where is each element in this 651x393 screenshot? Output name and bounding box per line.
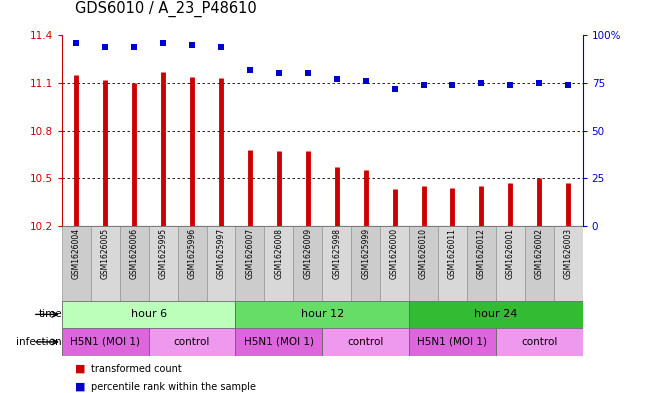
Bar bbox=[438, 226, 467, 301]
Point bbox=[303, 70, 313, 77]
Bar bbox=[90, 226, 120, 301]
Text: control: control bbox=[348, 337, 384, 347]
Bar bbox=[148, 226, 178, 301]
Point bbox=[71, 40, 81, 46]
Text: GDS6010 / A_23_P48610: GDS6010 / A_23_P48610 bbox=[75, 1, 256, 17]
Point bbox=[215, 44, 226, 50]
Bar bbox=[467, 226, 496, 301]
Text: hour 24: hour 24 bbox=[474, 309, 518, 320]
Bar bbox=[554, 226, 583, 301]
Text: GSM1626001: GSM1626001 bbox=[506, 228, 515, 279]
Bar bbox=[62, 328, 148, 356]
Point bbox=[187, 42, 197, 48]
Bar bbox=[206, 226, 236, 301]
Point bbox=[158, 40, 169, 46]
Text: GSM1626010: GSM1626010 bbox=[419, 228, 428, 279]
Point bbox=[534, 80, 544, 86]
Bar bbox=[496, 226, 525, 301]
Point bbox=[476, 80, 486, 86]
Text: control: control bbox=[521, 337, 557, 347]
Text: ■: ■ bbox=[75, 381, 85, 391]
Text: transformed count: transformed count bbox=[91, 364, 182, 374]
Text: GSM1625997: GSM1625997 bbox=[217, 228, 225, 279]
Point bbox=[447, 82, 458, 88]
Text: GSM1626006: GSM1626006 bbox=[130, 228, 139, 279]
Point bbox=[505, 82, 516, 88]
Text: GSM1626003: GSM1626003 bbox=[564, 228, 573, 279]
Text: GSM1626002: GSM1626002 bbox=[534, 228, 544, 279]
Point bbox=[389, 86, 400, 92]
Bar bbox=[294, 226, 322, 301]
Text: GSM1626007: GSM1626007 bbox=[245, 228, 255, 279]
Bar bbox=[322, 226, 351, 301]
Text: infection: infection bbox=[16, 337, 62, 347]
Bar bbox=[236, 226, 264, 301]
Text: GSM1626009: GSM1626009 bbox=[303, 228, 312, 279]
Text: GSM1625998: GSM1625998 bbox=[332, 228, 341, 279]
Text: ■: ■ bbox=[75, 364, 85, 373]
Point bbox=[100, 44, 111, 50]
Bar bbox=[525, 226, 554, 301]
Bar bbox=[351, 226, 380, 301]
Point bbox=[361, 78, 371, 84]
Text: percentile rank within the sample: percentile rank within the sample bbox=[91, 382, 256, 392]
Text: control: control bbox=[174, 337, 210, 347]
Text: time: time bbox=[38, 309, 62, 320]
Text: GSM1625999: GSM1625999 bbox=[361, 228, 370, 279]
Point bbox=[273, 70, 284, 77]
Point bbox=[331, 76, 342, 83]
Bar bbox=[62, 226, 90, 301]
Bar bbox=[178, 226, 206, 301]
Bar bbox=[148, 328, 236, 356]
Bar bbox=[236, 301, 409, 328]
Bar bbox=[409, 226, 438, 301]
Text: GSM1626000: GSM1626000 bbox=[390, 228, 399, 279]
Bar bbox=[236, 328, 322, 356]
Text: H5N1 (MOI 1): H5N1 (MOI 1) bbox=[417, 337, 488, 347]
Text: GSM1626008: GSM1626008 bbox=[274, 228, 283, 279]
Point bbox=[245, 66, 255, 73]
Text: hour 12: hour 12 bbox=[301, 309, 344, 320]
Bar bbox=[62, 301, 236, 328]
Bar bbox=[409, 328, 496, 356]
Bar bbox=[264, 226, 294, 301]
Text: H5N1 (MOI 1): H5N1 (MOI 1) bbox=[70, 337, 140, 347]
Bar bbox=[496, 328, 583, 356]
Bar bbox=[322, 328, 409, 356]
Text: H5N1 (MOI 1): H5N1 (MOI 1) bbox=[244, 337, 314, 347]
Bar bbox=[380, 226, 409, 301]
Bar bbox=[409, 301, 583, 328]
Text: GSM1626004: GSM1626004 bbox=[72, 228, 81, 279]
Text: GSM1625995: GSM1625995 bbox=[159, 228, 167, 279]
Text: GSM1626005: GSM1626005 bbox=[101, 228, 110, 279]
Point bbox=[419, 82, 429, 88]
Text: hour 6: hour 6 bbox=[131, 309, 167, 320]
Text: GSM1626011: GSM1626011 bbox=[448, 228, 457, 279]
Bar bbox=[120, 226, 148, 301]
Point bbox=[563, 82, 574, 88]
Point bbox=[129, 44, 139, 50]
Text: GSM1625996: GSM1625996 bbox=[187, 228, 197, 279]
Text: GSM1626012: GSM1626012 bbox=[477, 228, 486, 279]
